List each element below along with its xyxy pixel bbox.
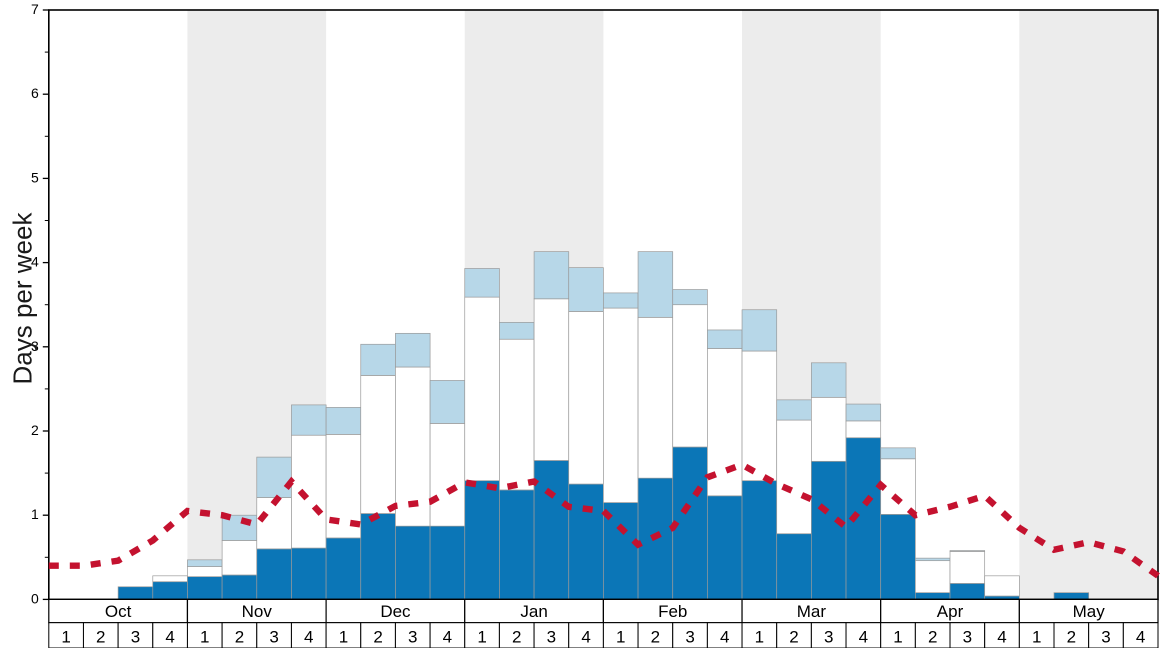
svg-text:Mar: Mar (797, 602, 827, 621)
svg-text:3: 3 (131, 627, 140, 646)
svg-text:4: 4 (997, 627, 1006, 646)
svg-text:May: May (1073, 602, 1106, 621)
svg-text:1: 1 (61, 627, 70, 646)
svg-text:3: 3 (269, 627, 278, 646)
svg-text:2: 2 (512, 627, 521, 646)
svg-text:1: 1 (200, 627, 209, 646)
svg-text:3: 3 (408, 627, 417, 646)
svg-text:4: 4 (720, 627, 729, 646)
svg-text:4: 4 (165, 627, 174, 646)
svg-text:3: 3 (685, 627, 694, 646)
svg-text:Apr: Apr (937, 602, 964, 621)
svg-text:4: 4 (443, 627, 452, 646)
svg-text:1: 1 (616, 627, 625, 646)
svg-text:4: 4 (1136, 627, 1145, 646)
svg-text:2: 2 (651, 627, 660, 646)
svg-text:3: 3 (824, 627, 833, 646)
svg-text:3: 3 (1101, 627, 1110, 646)
svg-text:3: 3 (963, 627, 972, 646)
svg-text:7: 7 (31, 1, 39, 17)
svg-text:1: 1 (31, 506, 39, 522)
svg-text:1: 1 (339, 627, 348, 646)
svg-text:2: 2 (235, 627, 244, 646)
svg-text:2: 2 (789, 627, 798, 646)
svg-text:Dec: Dec (380, 602, 411, 621)
svg-text:2: 2 (96, 627, 105, 646)
svg-text:6: 6 (31, 85, 39, 101)
svg-text:Nov: Nov (242, 602, 273, 621)
svg-text:Feb: Feb (658, 602, 687, 621)
svg-text:1: 1 (477, 627, 486, 646)
svg-text:2: 2 (373, 627, 382, 646)
svg-text:3: 3 (547, 627, 556, 646)
svg-text:Oct: Oct (105, 602, 132, 621)
svg-text:4: 4 (859, 627, 868, 646)
svg-text:2: 2 (1067, 627, 1076, 646)
svg-text:4: 4 (581, 627, 590, 646)
svg-text:1: 1 (1032, 627, 1041, 646)
svg-text:Jan: Jan (520, 602, 547, 621)
svg-text:2: 2 (928, 627, 937, 646)
svg-text:4: 4 (304, 627, 313, 646)
svg-text:1: 1 (755, 627, 764, 646)
svg-text:1: 1 (893, 627, 902, 646)
svg-text:0: 0 (31, 590, 39, 606)
